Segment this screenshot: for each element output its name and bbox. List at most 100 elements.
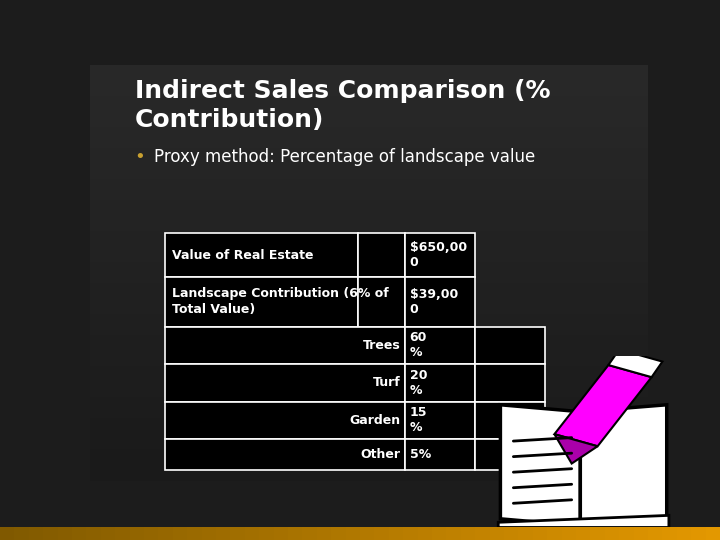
Text: Other: Other <box>361 448 401 461</box>
Bar <box>173 526 187 540</box>
Bar <box>90 314 648 325</box>
Bar <box>576 526 590 540</box>
Bar <box>475 402 545 439</box>
Polygon shape <box>554 365 652 446</box>
Bar <box>405 233 475 277</box>
Bar <box>166 277 358 327</box>
Bar <box>166 233 358 277</box>
Bar <box>130 526 144 540</box>
Bar <box>475 439 545 470</box>
Bar <box>216 526 230 540</box>
Bar <box>58 526 72 540</box>
Bar <box>202 526 216 540</box>
Bar <box>166 364 405 402</box>
Text: Garden: Garden <box>350 414 401 427</box>
Bar <box>90 366 648 377</box>
Bar <box>504 526 518 540</box>
Text: Turf: Turf <box>373 376 401 389</box>
Bar <box>662 526 677 540</box>
Bar <box>389 526 403 540</box>
Bar <box>90 325 648 335</box>
Bar <box>90 470 648 481</box>
Polygon shape <box>554 434 598 463</box>
Text: Landscape Contribution (6% of
Total Value): Landscape Contribution (6% of Total Valu… <box>172 287 389 316</box>
Bar <box>288 526 302 540</box>
Bar <box>317 526 331 540</box>
Text: $650,00
0: $650,00 0 <box>410 241 467 269</box>
Bar <box>405 277 475 327</box>
Text: Contribution): Contribution) <box>135 109 324 132</box>
Bar <box>90 96 648 106</box>
Bar <box>346 526 360 540</box>
Bar <box>90 231 648 241</box>
Bar <box>446 526 461 540</box>
Bar <box>418 526 432 540</box>
Bar <box>90 377 648 387</box>
Text: $39,00
0: $39,00 0 <box>410 288 458 316</box>
Bar <box>90 356 648 366</box>
Bar <box>90 252 648 262</box>
Text: Indirect Sales Comparison (%: Indirect Sales Comparison (% <box>135 79 550 103</box>
Bar <box>90 241 648 252</box>
Bar <box>403 526 418 540</box>
Bar <box>90 335 648 346</box>
Bar <box>90 200 648 210</box>
Bar <box>90 439 648 449</box>
Bar <box>90 304 648 314</box>
Bar <box>90 158 648 168</box>
Text: 60
%: 60 % <box>410 332 427 360</box>
Text: Proxy method: Percentage of landscape value: Proxy method: Percentage of landscape va… <box>154 148 536 166</box>
Bar <box>101 526 115 540</box>
Bar <box>691 526 706 540</box>
Text: 5%: 5% <box>410 448 431 461</box>
Bar <box>166 327 405 364</box>
Bar <box>461 526 475 540</box>
Bar <box>90 190 648 200</box>
Bar <box>166 439 405 470</box>
Bar <box>90 397 648 408</box>
Bar <box>158 526 173 540</box>
Polygon shape <box>500 405 580 526</box>
Bar <box>405 364 475 402</box>
Bar <box>634 526 648 540</box>
Bar <box>90 293 648 304</box>
Bar <box>302 526 317 540</box>
Bar <box>90 346 648 356</box>
Polygon shape <box>608 349 662 377</box>
Bar <box>405 402 475 439</box>
Bar <box>90 138 648 148</box>
Bar <box>144 526 158 540</box>
Bar <box>90 408 648 418</box>
Bar <box>619 526 634 540</box>
Text: •: • <box>135 148 145 166</box>
Bar <box>187 526 202 540</box>
Bar <box>90 148 648 158</box>
Bar <box>562 526 576 540</box>
Bar <box>90 449 648 460</box>
Bar <box>90 387 648 397</box>
Bar <box>90 127 648 138</box>
Bar <box>475 364 545 402</box>
Bar <box>547 526 562 540</box>
Bar <box>274 526 288 540</box>
Bar <box>475 327 545 364</box>
Bar <box>90 221 648 231</box>
Text: 15
%: 15 % <box>410 406 427 434</box>
Polygon shape <box>580 405 667 526</box>
Bar <box>29 526 43 540</box>
Polygon shape <box>498 515 669 528</box>
Bar <box>230 526 245 540</box>
Text: Value of Real Estate: Value of Real Estate <box>172 248 313 261</box>
Bar <box>475 526 490 540</box>
Bar <box>90 283 648 294</box>
Bar <box>90 65 648 75</box>
Bar <box>90 273 648 283</box>
Bar <box>90 75 648 85</box>
Bar <box>90 179 648 190</box>
Bar <box>605 526 619 540</box>
Bar <box>86 526 101 540</box>
Bar <box>90 262 648 273</box>
Bar <box>331 526 346 540</box>
Bar <box>90 168 648 179</box>
Bar <box>259 526 274 540</box>
